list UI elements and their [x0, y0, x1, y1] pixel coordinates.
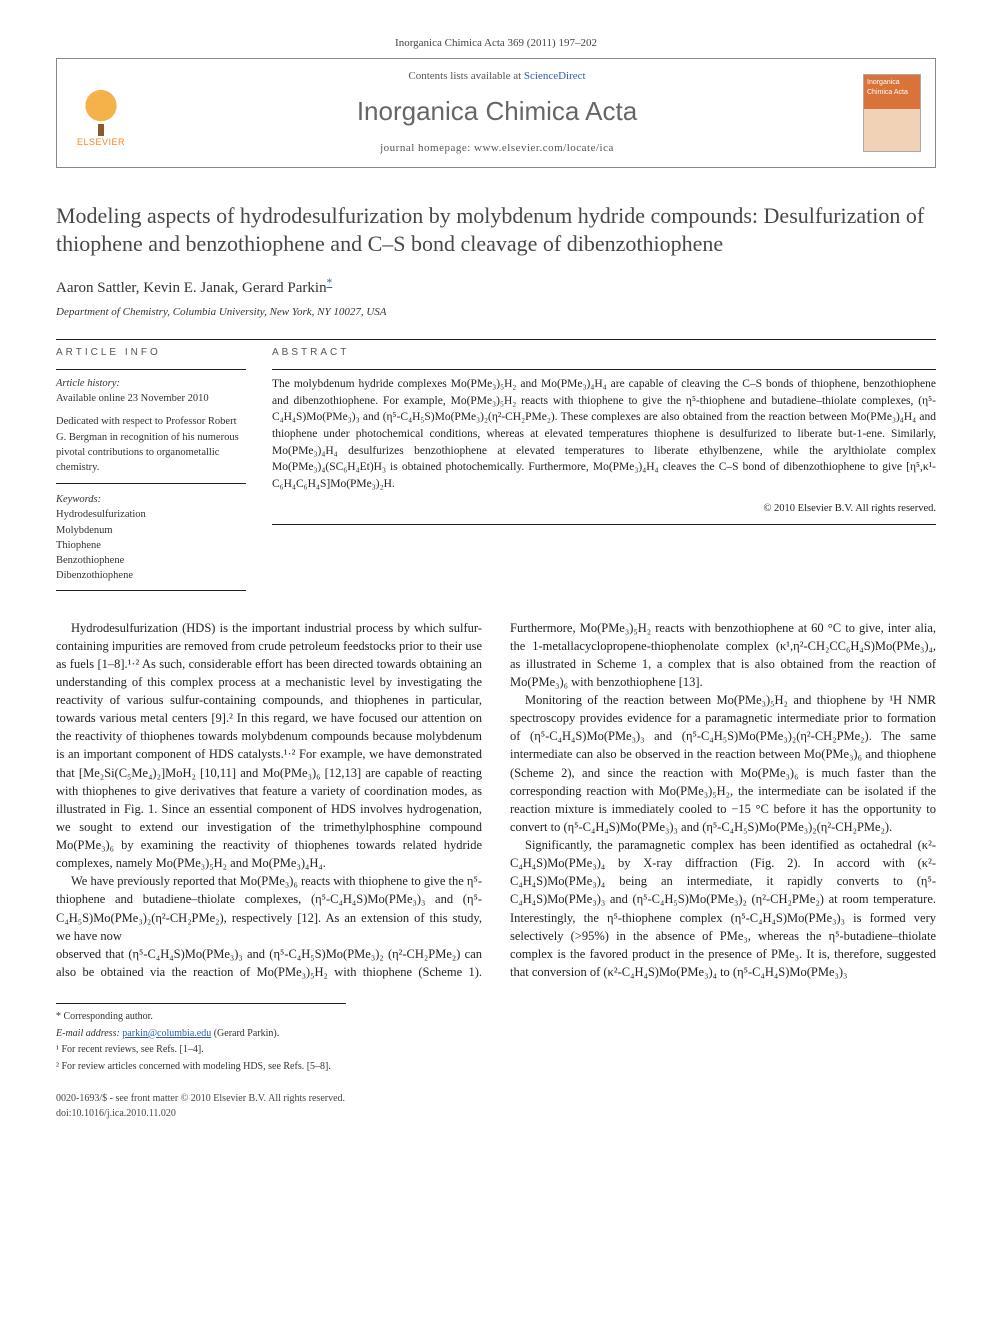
abstract-column: ABSTRACT The molybdenum hydride complexe… [272, 346, 936, 583]
footnote-email: E-mail address: parkin@columbia.edu (Ger… [56, 1027, 346, 1042]
affiliation: Department of Chemistry, Columbia Univer… [56, 305, 936, 321]
article-info-column: ARTICLE INFO Article history: Available … [56, 346, 246, 583]
elsevier-logo: ELSEVIER [71, 77, 131, 149]
body-paragraph: We have previously reported that Mo(PMe₃… [56, 872, 482, 945]
keyword: Benzothiophene [56, 553, 246, 568]
footnote-corresponding: * Corresponding author. [56, 1010, 346, 1025]
rule-top [56, 339, 936, 340]
keyword: Thiophene [56, 538, 246, 553]
body-paragraph: Monitoring of the reaction between Mo(PM… [510, 691, 936, 836]
abstract-heading: ABSTRACT [272, 346, 936, 361]
article-history-label: Article history: [56, 378, 120, 389]
contents-available-line: Contents lists available at ScienceDirec… [147, 69, 847, 85]
footnotes-block: * Corresponding author. E-mail address: … [56, 1003, 346, 1074]
article-history-line: Available online 23 November 2010 [56, 393, 209, 404]
email-link[interactable]: parkin@columbia.edu [122, 1028, 211, 1039]
page-footer: 0020-1693/$ - see front matter © 2010 El… [56, 1092, 936, 1121]
body-paragraph: Significantly, the paramagnetic complex … [510, 836, 936, 981]
journal-cover-thumbnail: Inorganica Chimica Acta [863, 74, 921, 152]
journal-homepage-line: journal homepage: www.elsevier.com/locat… [147, 141, 847, 157]
corresponding-author-mark[interactable]: * [327, 277, 333, 289]
email-label: E-mail address: [56, 1028, 122, 1039]
abstract-copyright: © 2010 Elsevier B.V. All rights reserved… [272, 501, 936, 516]
elsevier-tree-icon [79, 88, 123, 132]
keyword: Dibenzothiophene [56, 568, 246, 583]
sciencedirect-link[interactable]: ScienceDirect [524, 70, 586, 82]
article-title: Modeling aspects of hydrodesulfurization… [56, 202, 936, 259]
keyword: Molybdenum [56, 523, 246, 538]
doi-line: doi:10.1016/j.ica.2010.11.020 [56, 1107, 345, 1122]
footnote-2: ² For review articles concerned with mod… [56, 1060, 346, 1075]
journal-running-head: Inorganica Chimica Acta 369 (2011) 197–2… [56, 36, 936, 52]
abstract-text: The molybdenum hydride complexes Mo(PMe₃… [272, 376, 936, 493]
author-names: Aaron Sattler, Kevin E. Janak, Gerard Pa… [56, 280, 327, 296]
body-paragraph: Hydrodesulfurization (HDS) is the import… [56, 619, 482, 873]
keyword: Hydrodesulfurization [56, 507, 246, 522]
front-matter-line: 0020-1693/$ - see front matter © 2010 El… [56, 1092, 345, 1107]
footnote-1: ¹ For recent reviews, see Refs. [1–4]. [56, 1043, 346, 1058]
author-list: Aaron Sattler, Kevin E. Janak, Gerard Pa… [56, 275, 936, 300]
article-info-heading: ARTICLE INFO [56, 346, 246, 361]
keywords-label: Keywords: [56, 492, 246, 507]
journal-header-box: ELSEVIER Contents lists available at Sci… [56, 58, 936, 168]
email-paren: (Gerard Parkin). [211, 1028, 279, 1039]
dedication-text: Dedicated with respect to Professor Robe… [56, 414, 246, 475]
elsevier-wordmark: ELSEVIER [77, 136, 125, 149]
journal-title: Inorganica Chimica Acta [147, 93, 847, 131]
contents-prefix: Contents lists available at [408, 70, 523, 82]
article-body: Hydrodesulfurization (HDS) is the import… [56, 619, 936, 982]
